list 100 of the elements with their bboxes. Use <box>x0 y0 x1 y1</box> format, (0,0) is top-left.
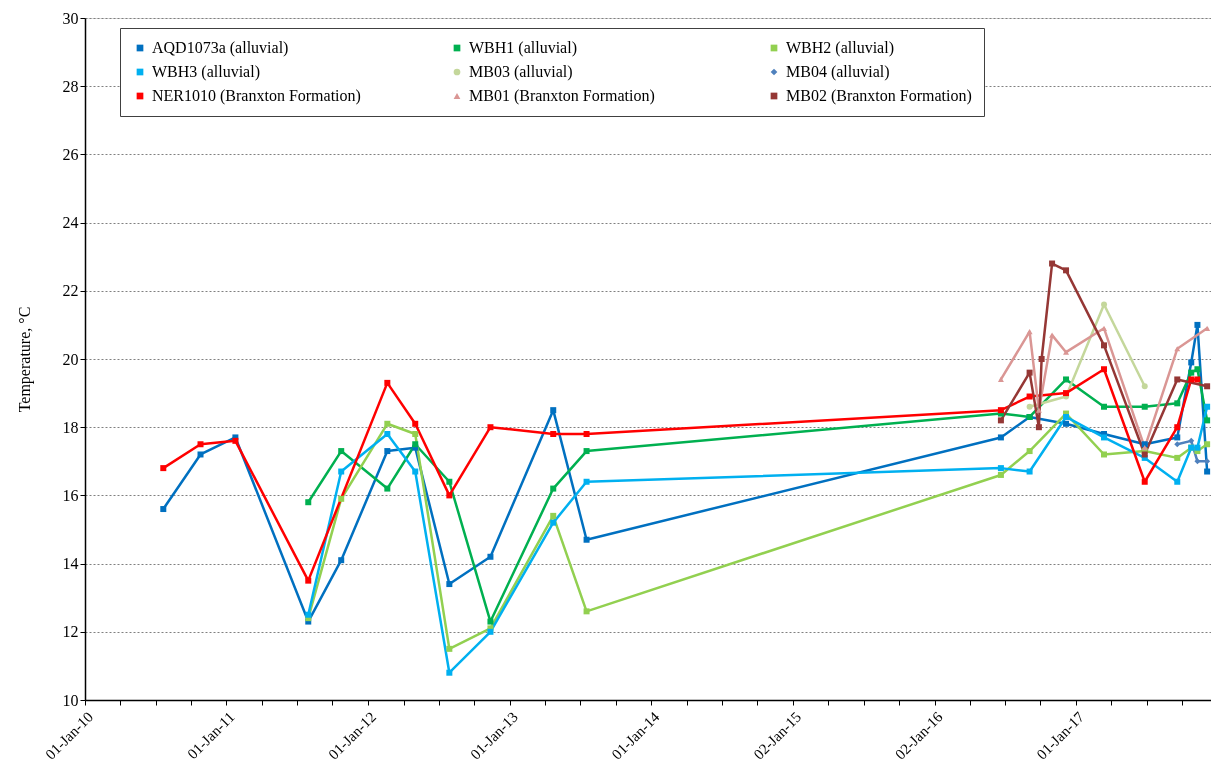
point <box>550 519 557 526</box>
point <box>1188 359 1195 366</box>
point <box>412 468 419 475</box>
point <box>384 485 391 492</box>
point <box>1026 468 1033 475</box>
point <box>305 611 312 618</box>
point <box>1101 325 1108 331</box>
point <box>1188 376 1195 383</box>
point <box>446 645 453 652</box>
point <box>412 431 419 438</box>
point <box>446 492 453 499</box>
point <box>338 468 345 475</box>
point <box>487 424 494 431</box>
point <box>487 618 494 625</box>
point <box>1063 267 1070 274</box>
point <box>1063 349 1070 355</box>
point <box>197 451 204 458</box>
legend-label: MB04 (alluvial) <box>786 63 890 81</box>
point <box>1194 366 1201 373</box>
point <box>1204 417 1211 424</box>
legend-label: NER1010 (Branxton Formation) <box>152 87 361 105</box>
y-tick-label: 14 <box>62 555 79 573</box>
point <box>197 441 204 448</box>
point <box>1204 458 1211 465</box>
point <box>1204 441 1211 448</box>
point <box>1194 376 1201 383</box>
point <box>1174 400 1181 407</box>
point <box>1204 468 1211 475</box>
point <box>1194 458 1201 465</box>
point <box>1204 403 1211 410</box>
point <box>997 465 1004 472</box>
point <box>384 448 391 455</box>
legend-label: MB02 (Branxton Formation) <box>786 87 972 105</box>
point <box>305 499 312 506</box>
point <box>997 471 1004 478</box>
point <box>384 379 391 386</box>
y-tick-label: 18 <box>62 418 79 436</box>
legend-label: AQD1073a (alluvial) <box>152 39 289 57</box>
point <box>446 478 453 485</box>
point <box>997 434 1004 441</box>
point <box>1141 441 1148 448</box>
point <box>1049 332 1056 338</box>
point <box>338 448 345 455</box>
point <box>1101 434 1108 441</box>
point <box>305 577 312 584</box>
legend-label: WBH2 (alluvial) <box>786 39 894 57</box>
point <box>1101 342 1108 349</box>
point <box>412 420 419 427</box>
point <box>1204 383 1211 390</box>
point <box>446 581 453 588</box>
point <box>1174 478 1181 485</box>
legend-label: WBH3 (alluvial) <box>152 63 260 81</box>
legend-label: MB03 (alluvial) <box>469 63 573 81</box>
point <box>384 420 391 427</box>
point <box>550 485 557 492</box>
point <box>1035 424 1042 431</box>
point <box>160 465 167 472</box>
y-tick-label: 20 <box>62 350 79 368</box>
point <box>583 478 590 485</box>
point <box>1174 434 1181 441</box>
y-tick-label: 28 <box>62 77 79 95</box>
point <box>550 512 557 519</box>
point <box>1026 448 1033 455</box>
point <box>1141 403 1148 410</box>
point <box>1026 403 1033 410</box>
y-tick-label: 22 <box>62 282 79 300</box>
point <box>1141 478 1148 485</box>
point <box>997 417 1004 424</box>
point <box>583 536 590 543</box>
point <box>1194 444 1201 451</box>
point <box>583 608 590 615</box>
point <box>997 376 1004 383</box>
point <box>1049 260 1056 267</box>
legend-label: WBH1 (alluvial) <box>469 39 577 57</box>
point <box>1063 376 1070 383</box>
y-tick-label: 30 <box>62 9 79 27</box>
point <box>160 506 167 513</box>
point <box>1026 369 1033 376</box>
y-tick-label: 10 <box>62 691 79 709</box>
point <box>338 557 345 564</box>
point <box>1174 454 1181 461</box>
y-tick-label: 16 <box>62 486 79 504</box>
y-tick-label: 12 <box>62 623 79 641</box>
y-axis-title: Temperature, °C <box>15 306 34 413</box>
point <box>1101 403 1108 410</box>
point <box>550 407 557 414</box>
point <box>1026 393 1033 400</box>
point <box>1101 301 1108 308</box>
point <box>1141 383 1148 390</box>
point <box>1174 424 1181 431</box>
y-tick-label: 26 <box>62 145 79 163</box>
legend-label: MB01 (Branxton Formation) <box>469 87 655 105</box>
point <box>583 448 590 455</box>
point <box>1038 356 1045 362</box>
point <box>1194 321 1201 328</box>
point <box>1174 441 1181 448</box>
point <box>1188 437 1195 444</box>
point <box>550 431 557 438</box>
point <box>1101 366 1108 373</box>
point <box>1035 407 1042 413</box>
